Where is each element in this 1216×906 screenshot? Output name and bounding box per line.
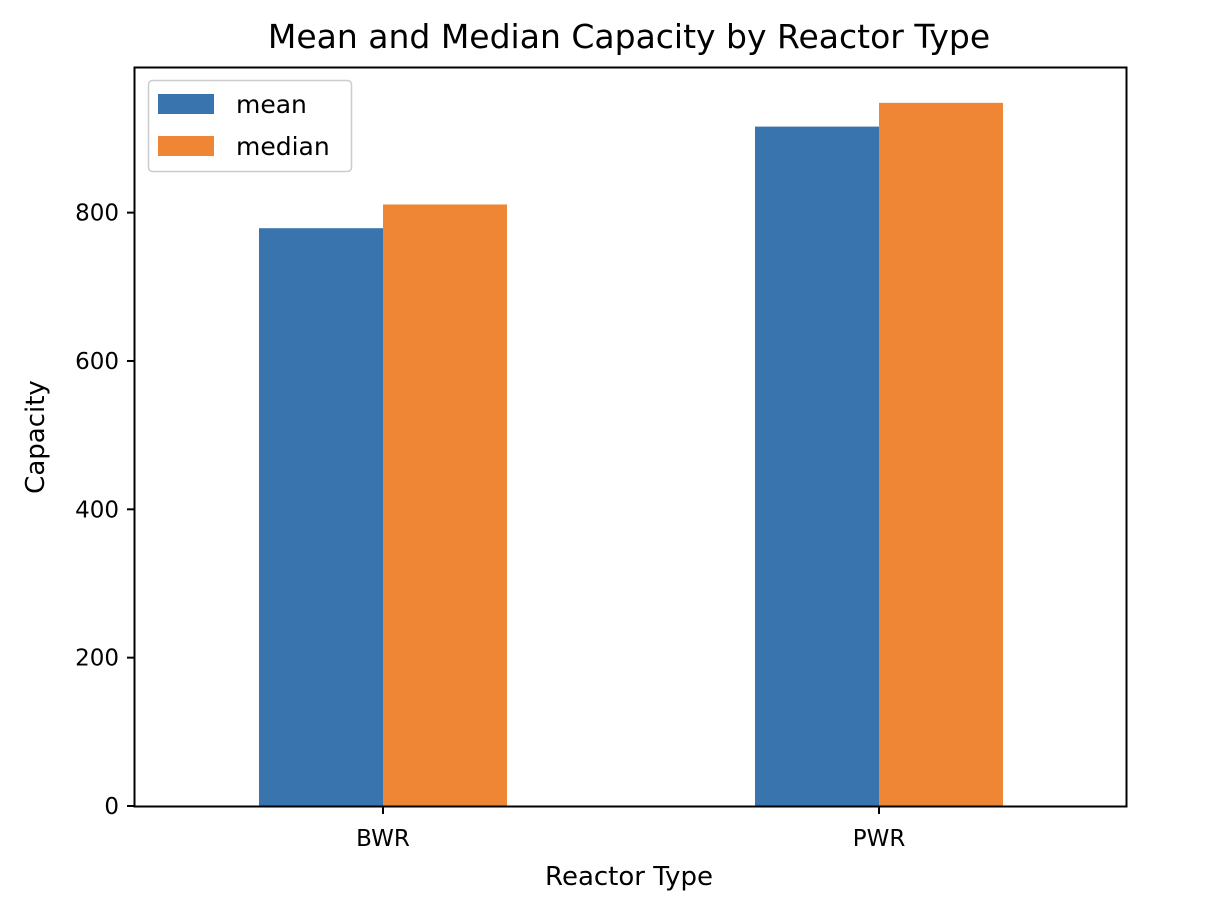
chart-title: Mean and Median Capacity by Reactor Type (268, 17, 990, 56)
legend-label-median: median (236, 132, 330, 161)
legend-swatch-median (158, 136, 214, 156)
y-tick-label-400: 400 (75, 497, 119, 523)
y-tick-label-0: 0 (104, 794, 119, 820)
x-axis-label: Reactor Type (545, 862, 713, 892)
plot-frame (133, 66, 1128, 808)
bar-median-bwr (383, 204, 507, 806)
legend-label-mean: mean (236, 90, 307, 119)
y-axis-label: Capacity (21, 380, 51, 494)
bars-layer (259, 102, 1003, 807)
y-tick-label-200: 200 (75, 646, 119, 672)
x-tick-label-pwr: PWR (853, 826, 906, 852)
legend-swatch-mean (158, 94, 214, 114)
x-axis: BWR PWR (356, 806, 905, 852)
bar-median-pwr (879, 102, 1003, 807)
legend: mean median (147, 79, 353, 173)
bar-mean-pwr (755, 126, 879, 807)
y-axis: 0 200 400 600 800 (75, 201, 135, 820)
y-tick-label-600: 600 (75, 349, 119, 375)
x-tick-label-bwr: BWR (356, 826, 410, 852)
y-tick-label-800: 800 (75, 201, 119, 227)
bar-mean-bwr (259, 228, 383, 806)
